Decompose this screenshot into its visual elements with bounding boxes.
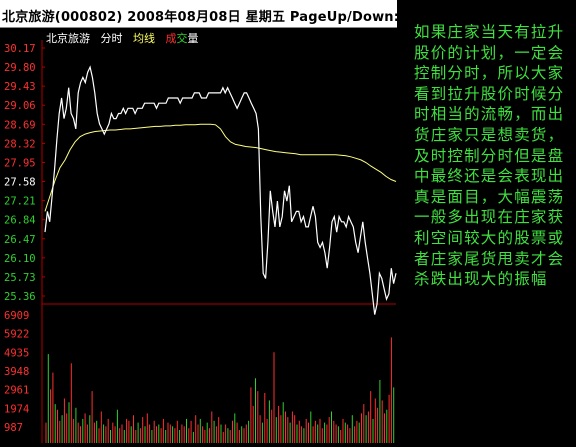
price-tick-label: 26.84	[4, 215, 36, 227]
volume-tick-label: 987	[4, 422, 23, 434]
intraday-chart: 30.17 29.80 29.43 29.06 28.69 28.32 27.95 27.58…	[4, 40, 397, 443]
title-bar: 北京旅游(000802) 2008年08月08日 星期五 PageUp/Down…	[0, 0, 397, 28]
volume-tick-label: 3948	[4, 366, 29, 378]
volume-tick-label: 6909	[4, 310, 29, 322]
price-tick-label: 28.32	[4, 138, 36, 150]
price-tick-label: 25.73	[4, 272, 36, 284]
volume-axis-labels: 6909 5922 4935 3948 2961 1974 987	[4, 310, 29, 434]
price-tick-label: 30.17	[4, 43, 36, 55]
price-tick-label: 27.21	[4, 196, 36, 208]
legend-average-line: 均线	[133, 32, 155, 45]
price-tick-label: 28.69	[4, 119, 36, 131]
price-tick-label: 25.36	[4, 291, 36, 303]
volume-tick-label: 1974	[4, 403, 29, 415]
legend-stock-name: 北京旅游	[46, 32, 90, 45]
price-tick-label: 26.47	[4, 234, 36, 246]
price-line	[44, 65, 397, 315]
volume-bars	[45, 337, 395, 443]
annotation-text: 如果庄家当天有拉升股价的计划，一定会控制分时，所以大家看到拉升股价时候分时相当的…	[414, 23, 565, 289]
average-price-line	[44, 123, 397, 212]
legend-minute-line: 分时	[100, 32, 123, 45]
chart-grid	[41, 40, 396, 443]
window-title: 北京旅游(000802) 2008年08月08日 星期五 PageUp/Down…	[2, 10, 397, 25]
volume-tick-label: 4935	[4, 347, 29, 359]
price-tick-label: 26.10	[4, 253, 36, 265]
price-axis-labels: 30.17 29.80 29.43 29.06 28.69 28.32 27.95 27.58…	[4, 43, 36, 303]
volume-tick-label: 2961	[4, 385, 29, 397]
volume-tick-label: 5922	[4, 329, 29, 341]
price-tick-label: 27.58	[4, 177, 36, 189]
price-tick-label: 29.43	[4, 81, 36, 93]
price-tick-label: 27.95	[4, 157, 36, 169]
chart-legend: 北京旅游 分时 均线 成交量	[46, 30, 199, 46]
price-tick-label: 29.80	[4, 62, 36, 74]
price-tick-label: 29.06	[4, 100, 36, 112]
legend-volume: 成交量	[165, 32, 199, 45]
